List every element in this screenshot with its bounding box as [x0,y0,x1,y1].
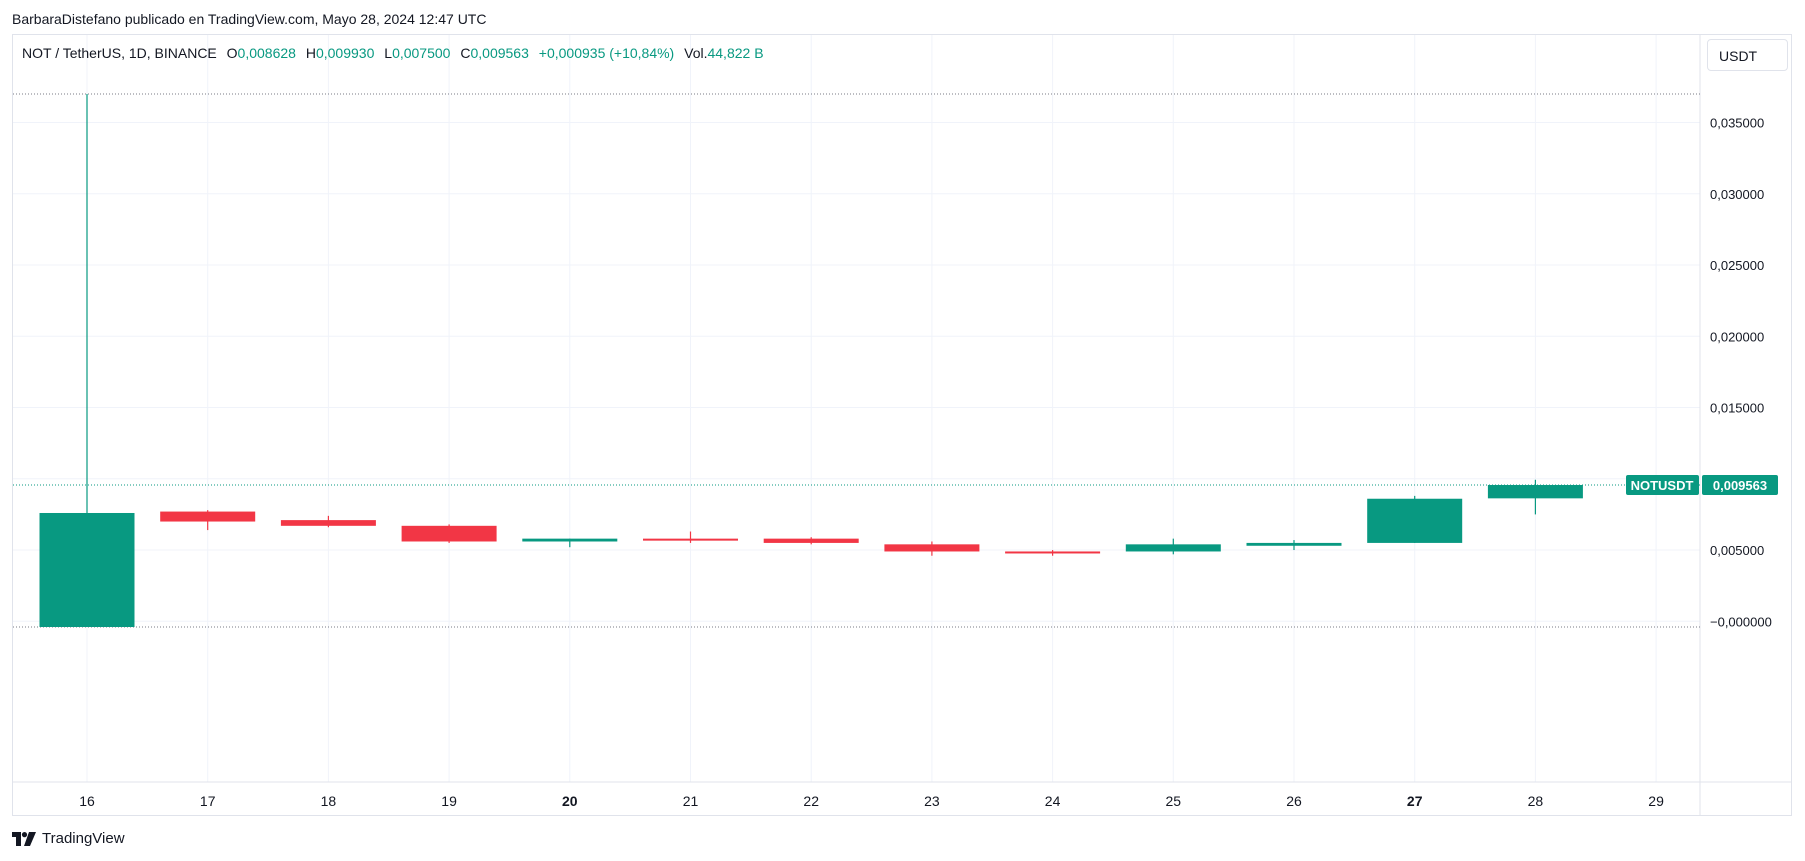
symbol-tag [1626,475,1699,496]
y-tick-label: 0,005000 [1710,543,1764,558]
x-tick-label: 26 [1286,793,1302,809]
x-tick-label: 27 [1407,793,1423,809]
candle-body [1005,551,1101,554]
legend-open-value: 0,008628 [237,45,296,61]
y-tick-label: 0,025000 [1710,258,1764,273]
legend-low-value: 0,007500 [392,45,451,61]
x-tick-label: 19 [441,793,457,809]
legend-close-value: 0,009563 [470,45,529,61]
brand[interactable]: TradingView [12,830,125,847]
chart-frame [12,34,1792,816]
legend-volume-label: Vol. [684,45,708,61]
candle-body [884,544,980,552]
legend-change: +0,000935 (+10,84%) [538,45,675,61]
x-tick-label: 28 [1528,793,1544,809]
symbol-tag-label: NOTUSDT [1631,478,1694,493]
ohlc-legend: NOT / TetherUS, 1D, BINANCE O0,008628 H0… [22,45,770,61]
x-tick-label: 29 [1648,793,1664,809]
publisher-line: BarbaraDistefano publicado en TradingVie… [12,11,487,27]
candle-body [1367,498,1463,543]
x-tick-label: 25 [1166,793,1182,809]
legend-volume-value: 44,822 B [707,45,764,61]
legend-symbol[interactable]: NOT / TetherUS, 1D, BINANCE [22,45,217,61]
y-tick-label: 0,035000 [1710,116,1764,131]
legend-high-label: H [305,45,316,61]
candle-body [1125,544,1221,552]
brand-name: TradingView [42,830,125,847]
candle-body [522,538,618,542]
x-tick-label: 21 [683,793,699,809]
x-tick-label: 18 [321,793,337,809]
legend-open-label: O [226,45,238,61]
x-tick-label: 17 [200,793,216,809]
candle-body [643,538,738,541]
x-tick-label: 22 [803,793,819,809]
x-tick-label: 16 [79,793,95,809]
legend-high-value: 0,009930 [315,45,375,61]
y-tick-label: 0,015000 [1710,401,1764,416]
candle-body [1487,485,1583,499]
x-tick-label: 20 [562,793,578,809]
tradingview-logo-icon [12,831,36,846]
legend-close-label: C [460,45,471,61]
candle-body [763,538,859,543]
candle-body [401,525,497,542]
y-tick-label: 0,020000 [1710,329,1764,344]
last-price-tag-label: 0,009563 [1713,478,1767,493]
y-tick-label: 0,030000 [1710,187,1764,202]
x-tick-label: 24 [1045,793,1061,809]
last-price-tag [1702,475,1778,496]
currency-button[interactable]: USDT [1707,39,1788,71]
y-tick-label: −0,000000 [1710,614,1772,629]
candle-body [39,512,135,627]
legend-low-label: L [384,45,393,61]
candle-body [160,511,256,522]
candle-body [280,520,376,526]
candle-body [1246,542,1342,546]
x-tick-label: 23 [924,793,940,809]
